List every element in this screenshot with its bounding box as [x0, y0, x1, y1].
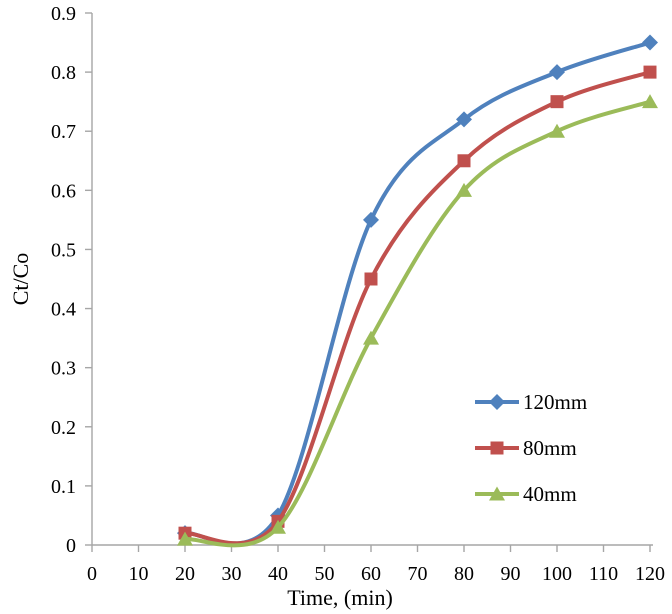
diamond-marker: [549, 64, 565, 81]
series-40mm: [177, 94, 658, 548]
y-axis-tick-label: 0.8: [51, 62, 76, 84]
x-axis-tick-label: 70: [408, 563, 428, 585]
y-axis-tick-label: 0.7: [51, 121, 76, 143]
triangle-marker: [549, 123, 565, 138]
series-line-120mm: [183, 40, 652, 546]
legend-item-120mm: 120mm: [475, 390, 587, 414]
legend-item-80mm: 80mm: [475, 436, 577, 460]
x-axis-tick-label: 120: [635, 563, 665, 585]
triangle-marker: [270, 519, 286, 534]
square-marker: [550, 95, 564, 109]
legend-label: 120mm: [523, 390, 587, 414]
square-marker: [643, 65, 657, 79]
legend-label: 40mm: [523, 482, 577, 506]
series-80mm: [178, 65, 657, 546]
x-axis-tick-label: 110: [589, 563, 618, 585]
x-axis-tick-label: 0: [87, 563, 97, 585]
series-line-40mm: [183, 99, 652, 548]
diamond-icon: [489, 394, 505, 410]
diamond-marker: [456, 111, 472, 128]
triangle-marker: [642, 94, 658, 109]
series-line-80mm: [183, 70, 652, 546]
y-axis-tick-label: 0.1: [51, 476, 76, 498]
y-axis-title: Ct/Co: [8, 253, 33, 306]
x-axis-tick-label: 10: [129, 563, 149, 585]
triangle-marker: [363, 330, 379, 345]
y-axis-tick-label: 0: [66, 535, 76, 557]
x-axis-tick-label: 90: [501, 563, 521, 585]
legend-item-40mm: 40mm: [475, 482, 577, 506]
x-axis-tick-label: 20: [175, 563, 195, 585]
y-axis-tick-label: 0.6: [51, 180, 76, 202]
x-axis-tick-label: 60: [361, 563, 381, 585]
y-axis-tick-label: 0.4: [51, 299, 76, 321]
x-axis-tick-label: 40: [268, 563, 288, 585]
x-axis-tick-label: 30: [222, 563, 242, 585]
square-marker: [364, 272, 378, 286]
y-axis-tick-label: 0.5: [51, 239, 76, 261]
square-icon: [490, 441, 504, 455]
diamond-marker: [642, 34, 658, 51]
x-axis-tick-label: 80: [454, 563, 474, 585]
triangle-marker: [177, 531, 193, 546]
triangle-icon: [489, 486, 505, 501]
y-axis-tick-label: 0.2: [51, 417, 76, 439]
y-axis-tick-label: 0.3: [51, 358, 76, 380]
square-marker: [457, 154, 471, 168]
series-120mm: [177, 34, 658, 546]
legend-label: 80mm: [523, 436, 577, 460]
x-axis-tick-label: 50: [315, 563, 335, 585]
x-axis-title: Time, (min): [287, 585, 393, 610]
x-axis-tick-label: 100: [542, 563, 572, 585]
triangle-marker: [456, 182, 472, 197]
y-axis-tick-label: 0.9: [51, 3, 76, 25]
diamond-marker: [363, 211, 379, 228]
